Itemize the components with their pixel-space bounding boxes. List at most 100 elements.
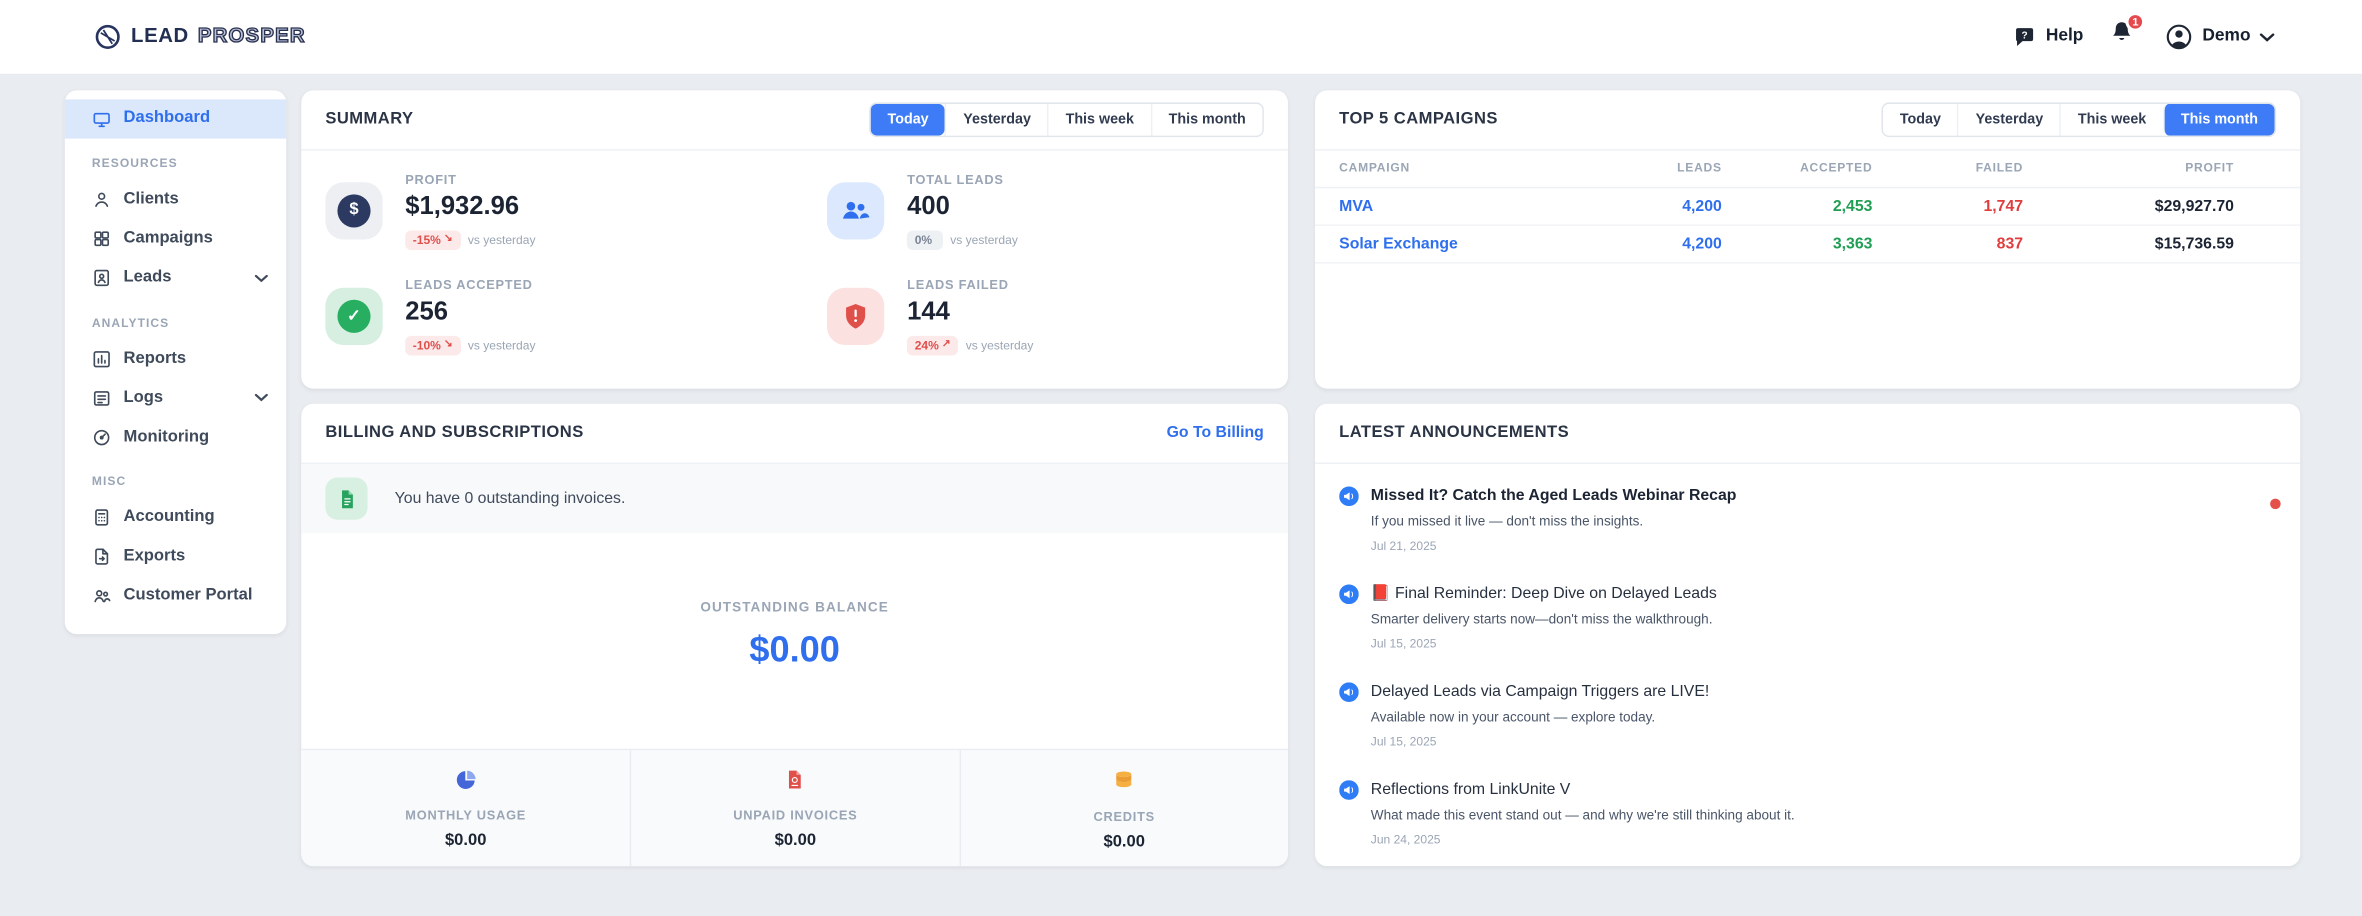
notifications-button[interactable]: 1 bbox=[2109, 12, 2146, 53]
stat-value: 144 bbox=[907, 297, 950, 326]
accepted-value: 3,363 bbox=[1832, 234, 1873, 253]
profit-value: $15,736.59 bbox=[2154, 234, 2234, 253]
trend-badge: -15% ↘ bbox=[405, 229, 461, 251]
help-label: Help bbox=[2045, 26, 2084, 45]
dollar-coin-icon: $ bbox=[325, 182, 383, 240]
people-icon bbox=[94, 590, 111, 603]
sidebar-item-leads[interactable]: Leads bbox=[65, 258, 286, 297]
sidebar-section-misc: MISC bbox=[91, 474, 127, 489]
help-chat-icon: ? bbox=[2016, 27, 2034, 46]
user-menu[interactable]: Demo bbox=[2165, 23, 2275, 52]
topbar-actions: ? Help 1 Demo bbox=[2013, 12, 2275, 53]
file-export-icon bbox=[95, 548, 109, 566]
leads-value: 4,200 bbox=[1682, 234, 1722, 253]
campaign-row: MVA 4,200 2,453 1,747 $29,927.70 bbox=[1315, 188, 2301, 226]
announcement-subtitle: Available now in your account — explore … bbox=[1370, 709, 1656, 725]
sidebar-section-analytics: ANALYTICS bbox=[91, 315, 170, 330]
invoice-notice-text: You have 0 outstanding invoices. bbox=[394, 489, 626, 508]
red-book-emoji: 📕 bbox=[1370, 584, 1391, 603]
sidebar-item-reports[interactable]: Reports bbox=[65, 339, 286, 378]
stat-value: 256 bbox=[405, 297, 448, 326]
sidebar-item-logs[interactable]: Logs bbox=[65, 378, 286, 417]
megaphone-icon bbox=[1339, 780, 1359, 800]
announcement-date: Jul 15, 2025 bbox=[1370, 735, 1437, 749]
summary-tab-yesterday[interactable]: Yesterday bbox=[945, 103, 1048, 136]
people-group-glyph bbox=[843, 202, 870, 219]
compare-label: vs yesterday bbox=[965, 338, 1034, 353]
go-to-billing-link[interactable]: Go To Billing bbox=[1166, 423, 1264, 442]
trend-badge: 0% bbox=[907, 229, 943, 251]
check-glyph: ✓ bbox=[337, 300, 371, 334]
foot-value: $0.00 bbox=[1103, 833, 1145, 852]
announcement-item[interactable]: Reflections from LinkUnite V What made t… bbox=[1339, 764, 2276, 862]
notification-badge: 1 bbox=[2125, 12, 2146, 33]
stat-label: PROFIT bbox=[405, 171, 457, 187]
help-button[interactable]: ? Help bbox=[2013, 25, 2084, 49]
stat-total-leads: TOTAL LEADS 400 0% vs yesterday bbox=[827, 172, 1263, 251]
sidebar-item-label: Logs bbox=[123, 388, 164, 407]
unpaid-invoices-cell: UNPAID INVOICES $0.00 bbox=[630, 750, 959, 867]
lead-card-icon bbox=[94, 269, 110, 287]
trend-badge: -10% ↘ bbox=[405, 335, 461, 357]
chevron-down-icon bbox=[254, 274, 268, 282]
brand-logo[interactable]: LEAD PROSPER bbox=[93, 23, 305, 52]
failed-value: 1,747 bbox=[1983, 196, 2024, 215]
announcements-header: LATEST ANNOUNCEMENTS bbox=[1315, 404, 2301, 464]
main-content: Dashboard RESOURCES Clients Campaigns Le bbox=[0, 75, 2362, 867]
dashboard-icon bbox=[93, 112, 110, 127]
stat-value: 400 bbox=[907, 191, 950, 221]
announcements-title: LATEST ANNOUNCEMENTS bbox=[1339, 423, 1570, 442]
unpaid-invoice-icon bbox=[789, 770, 802, 789]
brand-lead-text: LEAD bbox=[131, 24, 189, 48]
campaigns-tab-this-month[interactable]: This month bbox=[2162, 103, 2275, 136]
announcements-card: LATEST ANNOUNCEMENTS Missed It? Catch th… bbox=[1315, 403, 2301, 867]
campaign-row: Solar Exchange 4,200 3,363 837 $15,736.5… bbox=[1315, 226, 2301, 264]
outstanding-balance: OUTSTANDING BALANCE $0.00 bbox=[301, 533, 1288, 748]
people-group-icon bbox=[827, 182, 885, 240]
lead-prosper-logo-icon bbox=[95, 24, 120, 49]
announcement-subtitle: Smarter delivery starts now—don't miss t… bbox=[1370, 611, 1713, 627]
sidebar-item-monitoring[interactable]: Monitoring bbox=[65, 418, 286, 457]
stat-leads-accepted: ✓ LEADS ACCEPTED 256 -10% ↘ vs yesterday bbox=[325, 277, 827, 357]
sidebar-item-accounting[interactable]: Accounting bbox=[65, 498, 286, 537]
summary-tab-this-month[interactable]: This month bbox=[1150, 103, 1263, 136]
col-failed: FAILED bbox=[1975, 161, 2024, 176]
campaign-link[interactable]: MVA bbox=[1339, 196, 1374, 215]
sidebar-item-label: Leads bbox=[123, 268, 172, 287]
campaigns-tab-today[interactable]: Today bbox=[1883, 103, 1958, 136]
compare-label: vs yesterday bbox=[950, 232, 1018, 247]
announcement-item[interactable]: 📕 Final Reminder: Deep Dive on Delayed Le… bbox=[1339, 568, 2276, 666]
summary-period-tabs: Today Yesterday This week This month bbox=[869, 102, 1264, 138]
summary-tab-today[interactable]: Today bbox=[870, 103, 946, 136]
announcements-list: Missed It? Catch the Aged Leads Webinar … bbox=[1315, 464, 2300, 862]
announcement-item[interactable]: Delayed Leads via Campaign Triggers are … bbox=[1339, 666, 2276, 764]
shield-alert-icon bbox=[827, 288, 885, 346]
stat-label: TOTAL LEADS bbox=[907, 171, 1004, 187]
summary-tab-this-week[interactable]: This week bbox=[1047, 103, 1151, 136]
sidebar-item-label: Campaigns bbox=[123, 228, 213, 248]
sidebar-item-clients[interactable]: Clients bbox=[65, 180, 286, 219]
foot-value: $0.00 bbox=[444, 832, 487, 851]
announcement-subtitle: If you missed it live — don't miss the i… bbox=[1370, 513, 1644, 529]
invoice-document-icon bbox=[325, 477, 368, 520]
announcement-date: Jul 15, 2025 bbox=[1370, 637, 1437, 651]
megaphone-icon bbox=[1339, 682, 1359, 702]
coins-icon bbox=[1116, 771, 1132, 788]
col-profit: PROFIT bbox=[2185, 161, 2234, 176]
sidebar-item-customer-portal[interactable]: Customer Portal bbox=[65, 577, 286, 616]
announcement-item[interactable]: Missed It? Catch the Aged Leads Webinar … bbox=[1339, 470, 2281, 568]
sidebar-item-exports[interactable]: Exports bbox=[65, 537, 286, 576]
sidebar-item-label: Exports bbox=[123, 547, 186, 566]
campaigns-tab-this-week[interactable]: This week bbox=[2059, 103, 2163, 136]
campaigns-tab-yesterday[interactable]: Yesterday bbox=[1957, 103, 2060, 136]
campaigns-table-header: CAMPAIGN LEADS ACCEPTED FAILED PROFIT bbox=[1315, 151, 2301, 189]
avatar-icon bbox=[2166, 24, 2192, 50]
summary-title: SUMMARY bbox=[325, 109, 414, 128]
campaign-link[interactable]: Solar Exchange bbox=[1339, 234, 1458, 253]
bar-chart-icon bbox=[93, 350, 110, 367]
col-leads: LEADS bbox=[1677, 161, 1722, 176]
sidebar-item-dashboard[interactable]: Dashboard bbox=[64, 99, 287, 139]
col-campaign: CAMPAIGN bbox=[1339, 161, 1410, 176]
user-name: Demo bbox=[2202, 26, 2251, 45]
sidebar-item-campaigns[interactable]: Campaigns bbox=[65, 219, 286, 258]
